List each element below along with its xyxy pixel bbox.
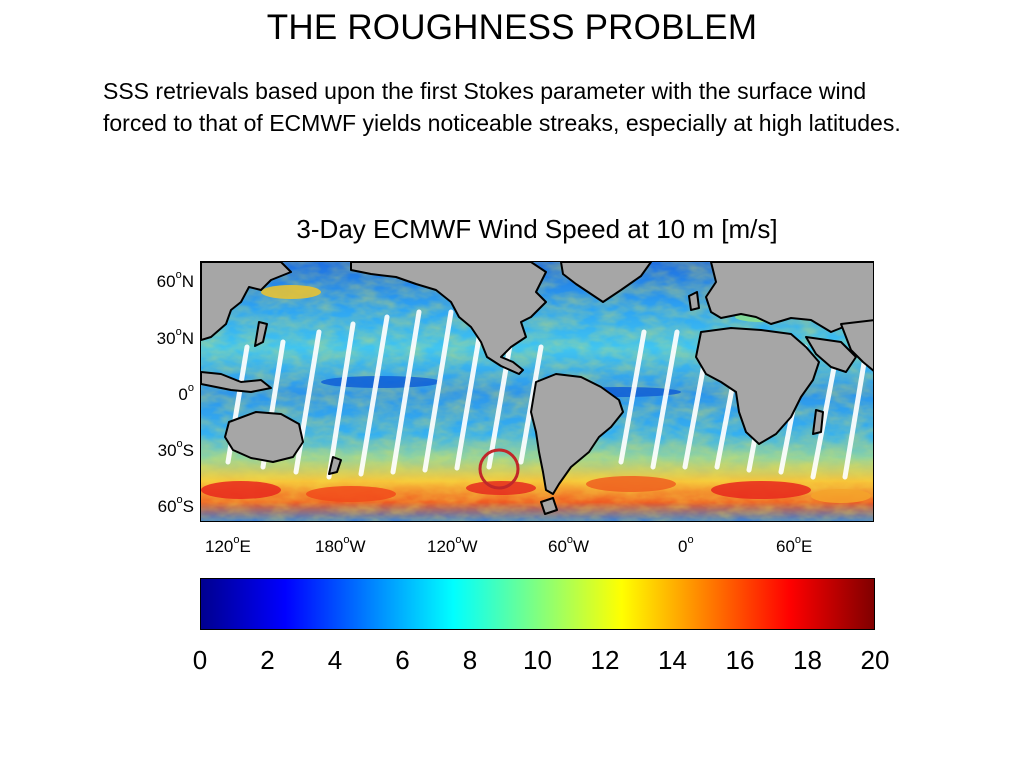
- colorbar-tick-label: 0: [192, 645, 208, 675]
- lon-label-120e: 120oE: [205, 534, 251, 557]
- colorbar-tick-label: 20: [860, 645, 890, 675]
- slide-title: THE ROUGHNESS PROBLEM: [266, 8, 758, 47]
- lon-label-60e: 60oE: [776, 534, 813, 557]
- lat-label-60s: 60oS: [157, 494, 194, 517]
- land-antarctic-tip: [540, 497, 558, 515]
- colorbar-tick-label: 12: [590, 645, 620, 675]
- colorbar-tick-label: 16: [725, 645, 755, 675]
- colorbar: [200, 578, 875, 630]
- colorbar-tick-label: 18: [793, 645, 822, 675]
- lat-label-60n: 60oN: [156, 269, 194, 292]
- colorbar-tick-label: 8: [462, 645, 478, 675]
- land-arabia: [805, 336, 857, 373]
- land-australia: [224, 411, 304, 463]
- slide-body-text: SSS retrievals based upon the first Stok…: [103, 78, 901, 136]
- land-masses: [201, 262, 873, 515]
- lat-label-30n: 30oN: [156, 326, 194, 349]
- lon-label-60w: 60oW: [548, 534, 590, 557]
- lat-label-30s: 30oS: [157, 438, 194, 461]
- land-uk: [688, 291, 700, 311]
- colorbar-tick-label: 10: [523, 645, 552, 675]
- land-madagascar: [812, 409, 824, 435]
- colorbar-tick-label: 14: [658, 645, 687, 675]
- lon-label-180w: 180oW: [315, 534, 366, 557]
- land-south-america: [530, 373, 624, 495]
- land-asia-east: [840, 319, 873, 372]
- colorbar-tick-label: 4: [327, 645, 343, 675]
- land-asia-west: [201, 262, 292, 341]
- plot-title: 3-Day ECMWF Wind Speed at 10 m [m/s]: [296, 214, 778, 244]
- land-new-zealand: [328, 456, 342, 475]
- colorbar-tick-label: 2: [260, 645, 275, 675]
- land-japan: [254, 321, 268, 347]
- wind-speed-map-svg: [201, 262, 873, 521]
- highlight-circle: [478, 448, 520, 490]
- land-indonesia: [201, 371, 272, 393]
- land-africa: [695, 327, 820, 445]
- land-greenland: [560, 262, 652, 303]
- land-north-america: [350, 262, 547, 375]
- wind-speed-map: [200, 261, 874, 522]
- lon-label-0: 0o: [678, 534, 694, 557]
- colorbar-tick-label: 6: [395, 645, 410, 675]
- lon-label-120w: 120oW: [427, 534, 478, 557]
- lat-label-0: 0o: [178, 382, 194, 405]
- high-wind-patches: [201, 285, 871, 503]
